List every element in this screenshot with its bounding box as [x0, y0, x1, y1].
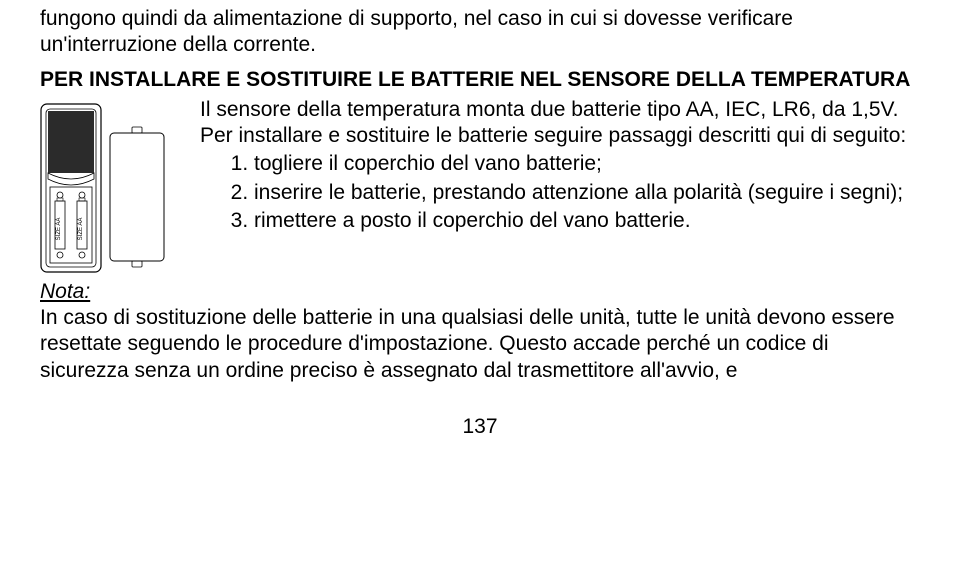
list-item: rimettere a posto il coperchio del vano …	[254, 208, 920, 234]
section-heading: PER INSTALLARE E SOSTITUIRE LE BATTERIE …	[40, 67, 920, 93]
steps-list: togliere il coperchio del vano batterie;…	[200, 151, 920, 234]
page-number: 137	[40, 414, 920, 440]
instructions-column: Il sensore della temperatura monta due b…	[200, 97, 920, 236]
cover-diagram-icon	[108, 103, 166, 273]
note-label: Nota:	[40, 279, 920, 305]
intro-paragraph: fungono quindi da alimentazione di suppo…	[40, 6, 920, 59]
list-item: togliere il coperchio del vano batterie;	[254, 151, 920, 177]
svg-text:SIZE AA: SIZE AA	[78, 217, 84, 240]
sensor-intro-text: Il sensore della temperatura monta due b…	[200, 97, 920, 150]
svg-text:SIZE AA: SIZE AA	[56, 217, 62, 240]
device-diagram-icon: SIZE AA SIZE AA	[40, 103, 102, 273]
battery-diagram: SIZE AA SIZE AA	[40, 97, 200, 273]
content-row: SIZE AA SIZE AA Il sensore della tempera…	[40, 97, 920, 273]
note-body: In caso di sostituzione delle batterie i…	[40, 305, 920, 384]
list-item: inserire le batterie, prestando attenzio…	[254, 180, 920, 206]
